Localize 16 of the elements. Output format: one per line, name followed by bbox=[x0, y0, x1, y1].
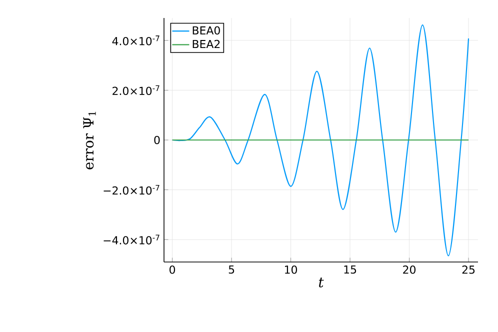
x-tick-label: 20 bbox=[403, 266, 416, 274]
legend-label: BEA2 bbox=[192, 40, 220, 48]
y-tick-label: 0 bbox=[154, 136, 160, 144]
line-series bbox=[172, 24, 470, 256]
y-axis-title: error Ψ$_{1}$ bbox=[83, 112, 96, 170]
y-tick-label: −4.0×10$^{-7}$ bbox=[104, 234, 160, 244]
x-tick-label: 10 bbox=[285, 266, 298, 274]
x-axis-title: t bbox=[318, 278, 324, 288]
legend-label: BEA0 bbox=[192, 26, 220, 35]
x-tick-label: 25 bbox=[462, 266, 475, 274]
x-tick-label: 5 bbox=[228, 266, 234, 274]
x-tick-label: 15 bbox=[344, 266, 356, 274]
y-tick-label: 4.0×10$^{-7}$ bbox=[112, 36, 160, 46]
y-tick-label: 2.0×10$^{-7}$ bbox=[112, 85, 160, 96]
x-tick-label: 0 bbox=[170, 266, 176, 274]
y-tick-label: −2.0×10$^{-7}$ bbox=[104, 184, 160, 195]
